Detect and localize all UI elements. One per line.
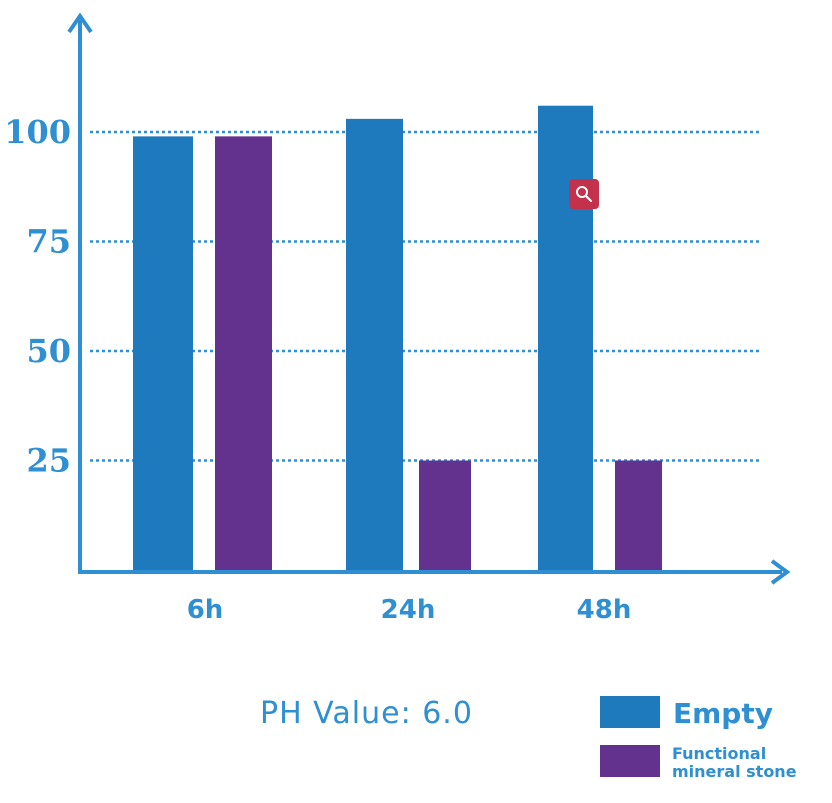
bar-functional-mineral-stone-24h xyxy=(419,460,471,570)
y-tick-label: 100 xyxy=(4,113,71,151)
bars xyxy=(133,105,662,571)
bar-empty-6h xyxy=(133,136,193,570)
x-tick-label: 6h xyxy=(187,595,224,625)
legend: Empty Functional mineral stone xyxy=(600,696,797,781)
axes xyxy=(67,12,791,585)
ph-annotation: PH Value: 6.0 xyxy=(260,696,473,731)
y-tick-label: 50 xyxy=(26,332,71,370)
legend-label-empty: Empty xyxy=(673,697,773,730)
y-tick-labels: 25 50 75 100 xyxy=(4,113,71,480)
legend-swatch-empty xyxy=(600,696,660,728)
legend-swatch-functional-mineral-stone xyxy=(600,745,660,777)
bar-empty-48h xyxy=(538,105,593,570)
x-tick-label: 48h xyxy=(577,595,632,625)
x-axis-arrow-icon xyxy=(770,559,791,585)
bar-functional-mineral-stone-48h xyxy=(615,460,662,570)
legend-label-line-2: mineral stone xyxy=(672,762,797,781)
x-tick-label: 24h xyxy=(381,595,436,625)
y-tick-label: 75 xyxy=(26,223,71,261)
magnifier-icon xyxy=(576,186,593,203)
magnifier-button-bg[interactable] xyxy=(569,179,599,209)
legend-label-line-1: Functional xyxy=(672,744,766,763)
bar-empty-24h xyxy=(346,118,403,571)
bar-functional-mineral-stone-6h xyxy=(215,136,272,570)
y-axis-arrow-icon xyxy=(67,12,93,34)
y-tick-label: 25 xyxy=(26,442,71,480)
magnifier-button[interactable] xyxy=(569,179,599,209)
legend-label-functional-mineral-stone: Functional mineral stone xyxy=(672,744,797,781)
x-tick-labels: 6h 24h 48h xyxy=(187,595,632,625)
